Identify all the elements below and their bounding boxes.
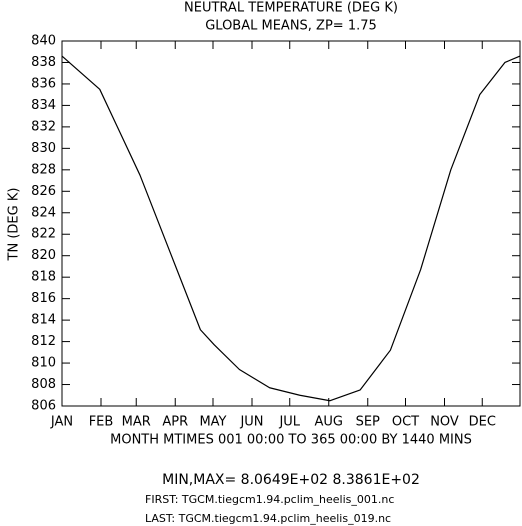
note: LAST: TGCM.tiegcm1.94.pclim_heelis_019.n… [145,512,391,525]
y-tick-label: 824 [31,205,56,220]
y-tick-label: 832 [31,119,56,134]
y-tick-label: 836 [31,76,56,91]
y-tick-label: 810 [31,356,56,371]
note: FIRST: TGCM.tiegcm1.94.pclim_heelis_001.… [145,493,394,506]
data-line [61,55,521,402]
x-tick-label: DEC [469,415,496,430]
y-tick-label: 830 [31,141,56,156]
y-tick-label: 806 [31,399,56,414]
x-tick-label: FEB [89,415,114,430]
y-tick-label: 814 [31,313,56,328]
x-tick-label: MAR [122,415,151,430]
plot-frame [61,40,521,407]
y-axis-label: TN (DEG K) [7,188,22,262]
y-tick-label: 816 [31,291,56,306]
x-tick-label: JUL [278,415,300,430]
y-tick-label: 840 [31,34,56,49]
chart-subtitle: GLOBAL MEANS, ZP= 1.75 [205,19,377,34]
y-tick-label: 838 [31,55,56,70]
x-tick-label: APR [162,415,188,430]
chart-title: NEUTRAL TEMPERATURE (DEG K) [184,1,398,16]
x-tick-label: AUG [315,415,343,430]
y-tick-label: 820 [31,248,56,263]
y-tick-label: 834 [31,98,56,113]
x-tick-label: JUN [239,415,263,430]
y-tick-label: 826 [31,184,56,199]
y-tick-label: 812 [31,334,56,349]
x-tick-label: MAY [199,415,226,430]
x-axis-label: MONTH MTIMES 001 00:00 TO 365 00:00 BY 1… [110,433,472,448]
y-tick-label: 828 [31,162,56,177]
note: MIN,MAX= 8.0649E+02 8.3861E+02 [162,472,420,488]
x-tick-label: NOV [430,415,459,430]
y-tick-label: 808 [31,377,56,392]
x-tick-label: OCT [392,415,419,430]
y-tick-label: 818 [31,270,56,285]
x-tick-label: JAN [50,415,73,430]
y-tick-label: 822 [31,227,56,242]
x-tick-label: SEP [356,415,380,430]
